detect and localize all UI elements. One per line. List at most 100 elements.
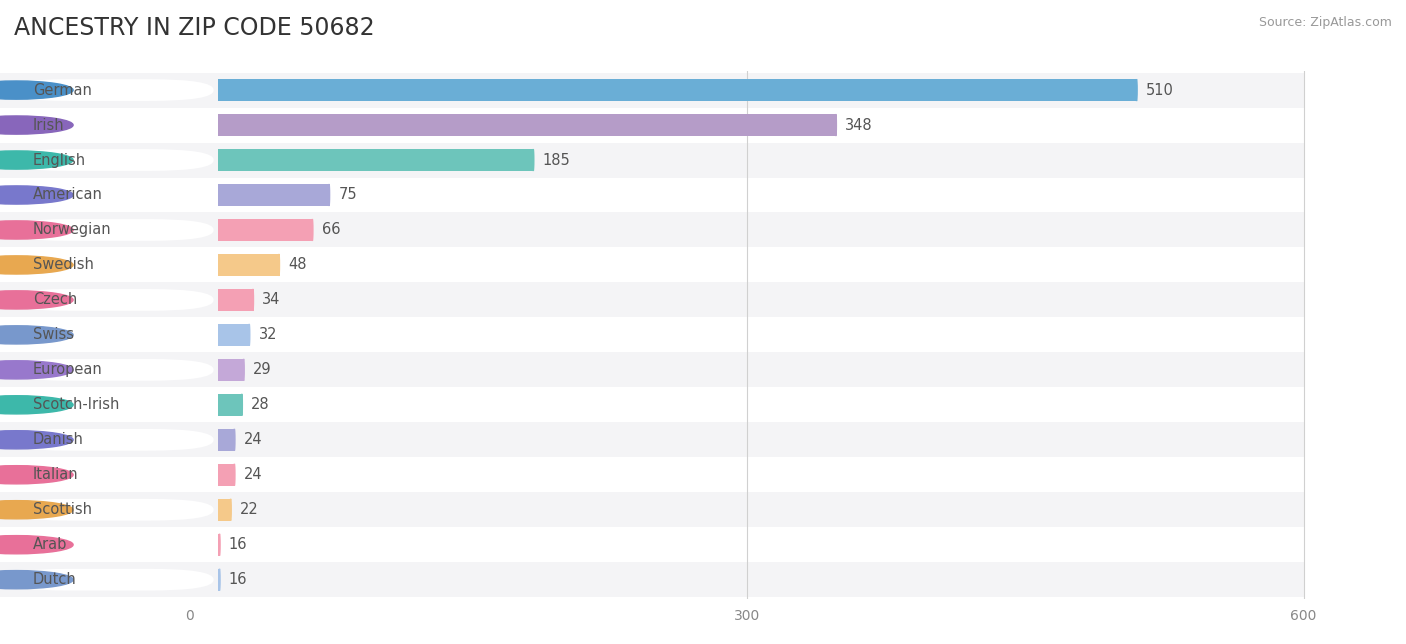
Circle shape bbox=[0, 536, 73, 554]
Bar bbox=[190, 429, 235, 451]
Bar bbox=[190, 324, 249, 346]
Text: 22: 22 bbox=[240, 502, 259, 517]
FancyBboxPatch shape bbox=[4, 394, 214, 415]
Text: 29: 29 bbox=[253, 363, 271, 377]
FancyBboxPatch shape bbox=[4, 359, 214, 381]
Text: 348: 348 bbox=[845, 118, 873, 133]
Circle shape bbox=[0, 256, 73, 274]
FancyBboxPatch shape bbox=[4, 219, 214, 241]
Text: 24: 24 bbox=[243, 468, 263, 482]
FancyBboxPatch shape bbox=[4, 429, 214, 451]
Text: Swiss: Swiss bbox=[32, 327, 73, 343]
Text: Norwegian: Norwegian bbox=[32, 222, 111, 238]
Text: German: German bbox=[32, 82, 91, 98]
Circle shape bbox=[0, 221, 73, 239]
Bar bbox=[190, 108, 1303, 142]
Text: 32: 32 bbox=[259, 327, 277, 343]
FancyBboxPatch shape bbox=[4, 499, 214, 520]
Circle shape bbox=[0, 361, 73, 379]
Bar bbox=[190, 499, 231, 520]
Text: Italian: Italian bbox=[32, 468, 79, 482]
Bar bbox=[190, 422, 1303, 457]
Text: 185: 185 bbox=[543, 153, 571, 167]
Text: 48: 48 bbox=[288, 258, 307, 272]
Bar bbox=[190, 317, 1303, 352]
Bar bbox=[190, 184, 329, 206]
Bar bbox=[0, 73, 218, 108]
Bar bbox=[0, 247, 218, 283]
Text: Scottish: Scottish bbox=[32, 502, 91, 517]
FancyBboxPatch shape bbox=[4, 569, 214, 591]
Bar bbox=[0, 213, 218, 247]
Circle shape bbox=[0, 81, 73, 99]
Text: Source: ZipAtlas.com: Source: ZipAtlas.com bbox=[1258, 16, 1392, 29]
FancyBboxPatch shape bbox=[4, 324, 214, 346]
FancyBboxPatch shape bbox=[4, 254, 214, 276]
FancyBboxPatch shape bbox=[4, 79, 214, 101]
Text: 34: 34 bbox=[262, 292, 281, 307]
Bar bbox=[0, 283, 218, 317]
Bar bbox=[190, 352, 1303, 387]
Circle shape bbox=[0, 116, 73, 134]
FancyBboxPatch shape bbox=[4, 289, 214, 311]
Bar bbox=[190, 569, 219, 591]
Bar bbox=[190, 79, 1136, 101]
Bar bbox=[190, 219, 312, 241]
Bar bbox=[0, 387, 218, 422]
FancyBboxPatch shape bbox=[4, 114, 214, 136]
Bar bbox=[0, 178, 218, 213]
FancyBboxPatch shape bbox=[4, 464, 214, 486]
Bar bbox=[190, 283, 1303, 317]
Bar bbox=[190, 394, 242, 415]
Text: 16: 16 bbox=[229, 537, 247, 552]
Circle shape bbox=[0, 431, 73, 449]
Bar bbox=[0, 562, 218, 597]
Bar bbox=[0, 317, 218, 352]
Text: 24: 24 bbox=[243, 432, 263, 448]
Text: Scotch-Irish: Scotch-Irish bbox=[32, 397, 120, 412]
Circle shape bbox=[0, 291, 73, 309]
Circle shape bbox=[0, 326, 73, 344]
Circle shape bbox=[0, 395, 73, 414]
Circle shape bbox=[0, 186, 73, 204]
Bar bbox=[190, 247, 1303, 283]
Bar bbox=[190, 464, 235, 486]
Bar bbox=[190, 142, 1303, 178]
Bar bbox=[190, 213, 1303, 247]
Text: English: English bbox=[32, 153, 86, 167]
Bar bbox=[190, 73, 1303, 108]
Bar bbox=[190, 457, 1303, 492]
FancyBboxPatch shape bbox=[4, 534, 214, 556]
Text: 66: 66 bbox=[322, 222, 340, 238]
Text: 28: 28 bbox=[252, 397, 270, 412]
Text: Czech: Czech bbox=[32, 292, 77, 307]
Text: Danish: Danish bbox=[32, 432, 83, 448]
Bar bbox=[190, 114, 835, 136]
Bar bbox=[190, 149, 533, 171]
Bar bbox=[0, 492, 218, 527]
Bar bbox=[190, 178, 1303, 213]
Text: Arab: Arab bbox=[32, 537, 67, 552]
FancyBboxPatch shape bbox=[4, 149, 214, 171]
Text: Swedish: Swedish bbox=[32, 258, 94, 272]
Text: Irish: Irish bbox=[32, 118, 65, 133]
Bar bbox=[190, 387, 1303, 422]
Bar bbox=[0, 142, 218, 178]
Bar bbox=[0, 352, 218, 387]
Bar bbox=[190, 527, 1303, 562]
Text: European: European bbox=[32, 363, 103, 377]
Bar bbox=[190, 492, 1303, 527]
Bar bbox=[190, 562, 1303, 597]
Bar bbox=[0, 422, 218, 457]
FancyBboxPatch shape bbox=[4, 184, 214, 206]
Circle shape bbox=[0, 151, 73, 169]
Text: 16: 16 bbox=[229, 572, 247, 587]
Bar bbox=[0, 108, 218, 142]
Circle shape bbox=[0, 500, 73, 519]
Text: American: American bbox=[32, 187, 103, 202]
Bar bbox=[0, 527, 218, 562]
Bar bbox=[190, 359, 243, 381]
Bar bbox=[190, 534, 219, 556]
Bar bbox=[190, 254, 278, 276]
Text: ANCESTRY IN ZIP CODE 50682: ANCESTRY IN ZIP CODE 50682 bbox=[14, 16, 374, 40]
